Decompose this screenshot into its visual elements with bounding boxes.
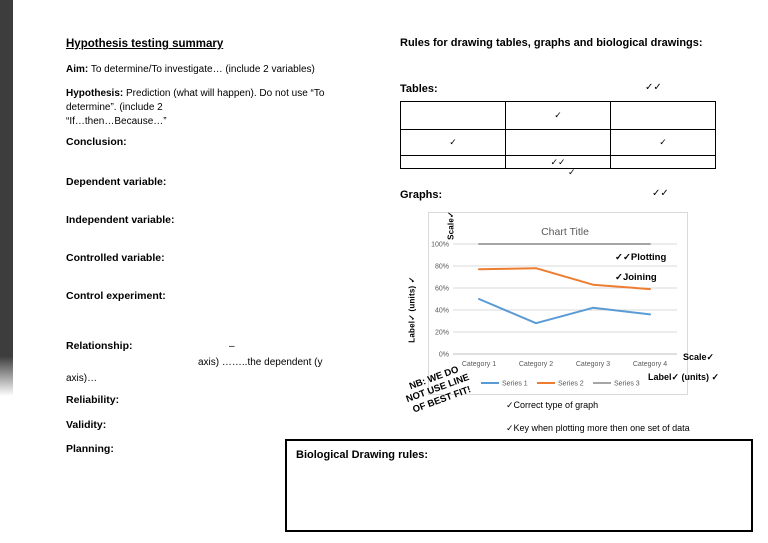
hypothesis-line-3: “If…then…Because…” (66, 116, 167, 127)
biological-drawing-rules-box: Biological Drawing rules: (285, 439, 753, 532)
reliability-label: Reliability: (66, 394, 120, 406)
joining-annotation: ✓Joining (615, 272, 657, 283)
table-row: ✓ (400, 101, 716, 130)
rules-table: ✓ ✓ ✓ ✓✓ (400, 101, 716, 169)
dependent-variable-label: Dependent variable: (66, 176, 167, 188)
chart-title: Chart Title (541, 226, 589, 238)
key-note: ✓Key when plotting more then one set of … (506, 423, 690, 433)
rules-heading: Rules for drawing tables, graphs and bio… (400, 37, 703, 49)
correct-type-note: ✓Correct type of graph (506, 400, 599, 410)
control-experiment-label: Control experiment: (66, 290, 166, 302)
legend-label: Series 1 (502, 381, 528, 388)
planning-label: Planning: (66, 443, 114, 455)
x-category-label: Category 2 (519, 361, 553, 368)
table-cell-r1c0: ✓ (400, 129, 506, 156)
conclusion-label: Conclusion: (66, 136, 127, 148)
scale-vertical-annotation: Scale✓ (446, 211, 456, 240)
table-cell-r1c1 (505, 129, 611, 156)
page-title: Hypothesis testing summary (66, 38, 224, 50)
relationship-line-2: axis) ……..the dependent (y (198, 357, 323, 368)
table-below-checkmark: ✓ (568, 167, 576, 177)
tables-label: Tables: (400, 83, 438, 95)
scale-right-annotation: Scale✓ (683, 352, 715, 362)
table-row: ✓✓ (400, 155, 716, 169)
y-tick-label: 100% (431, 242, 449, 249)
biological-drawing-rules-label: Biological Drawing rules: (296, 449, 429, 461)
series-line-series-1 (478, 298, 651, 325)
relationship-label: Relationship: (66, 340, 133, 352)
legend-label: Series 3 (614, 381, 640, 388)
aim-label: Aim: (66, 64, 89, 75)
label-units-right-annotation: Label✓ (units) ✓ (648, 372, 720, 382)
hypothesis-line-1: Hypothesis: Prediction (what will happen… (66, 87, 324, 100)
series-line-series-2 (478, 267, 651, 291)
independent-variable-label: Independent variable: (66, 214, 175, 226)
hypothesis-label: Hypothesis: (66, 88, 124, 99)
y-tick-label: 60% (435, 286, 449, 293)
graphs-checkmarks: ✓✓ (652, 188, 669, 199)
excel-line-chart: Chart Title 0% 20% 40% 60% 80% 100% Category 1 C… (428, 212, 688, 395)
relationship-dash: – (229, 341, 235, 352)
hypothesis-line-2: determine”. (include 2 (66, 102, 163, 113)
y-axis-title-annotation: Label✓ (units) ✓ (407, 276, 417, 343)
scan-shadow-bar (0, 0, 13, 396)
table-cell-r2c1: ✓✓ (505, 155, 611, 169)
tables-checkmarks: ✓✓ (645, 82, 662, 93)
graphs-label: Graphs: (400, 189, 443, 201)
x-category-label: Category 1 (462, 361, 496, 368)
relationship-line-3: axis)… (66, 373, 98, 384)
table-cell-r1c2: ✓ (610, 129, 716, 156)
table-row: ✓ ✓ (400, 129, 716, 156)
y-tick-label: 0% (439, 352, 449, 359)
table-cell-r2c2 (610, 155, 716, 169)
hypothesis-text-1: Prediction (what will happen). Do not us… (126, 88, 325, 99)
table-cell-r0c0 (400, 101, 506, 130)
x-category-label: Category 3 (576, 361, 610, 368)
controlled-variable-label: Controlled variable: (66, 252, 165, 264)
y-tick-label: 80% (435, 264, 449, 271)
table-cell-r0c1: ✓ (505, 101, 611, 130)
y-tick-label: 20% (435, 330, 449, 337)
validity-label: Validity: (66, 419, 107, 431)
legend-label: Series 2 (558, 381, 584, 388)
table-cell-r0c2 (610, 101, 716, 130)
table-cell-r2c0 (400, 155, 506, 169)
aim-text: To determine/To investigate… (include 2 … (90, 64, 315, 75)
x-category-label: Category 4 (633, 361, 667, 368)
aim-line: Aim: To determine/To investigate… (inclu… (66, 63, 315, 76)
chart-canvas: Chart Title 0% 20% 40% 60% 80% 100% Category 1 C… (431, 226, 677, 388)
y-tick-label: 40% (435, 308, 449, 315)
plotting-annotation: ✓✓Plotting (615, 252, 667, 263)
